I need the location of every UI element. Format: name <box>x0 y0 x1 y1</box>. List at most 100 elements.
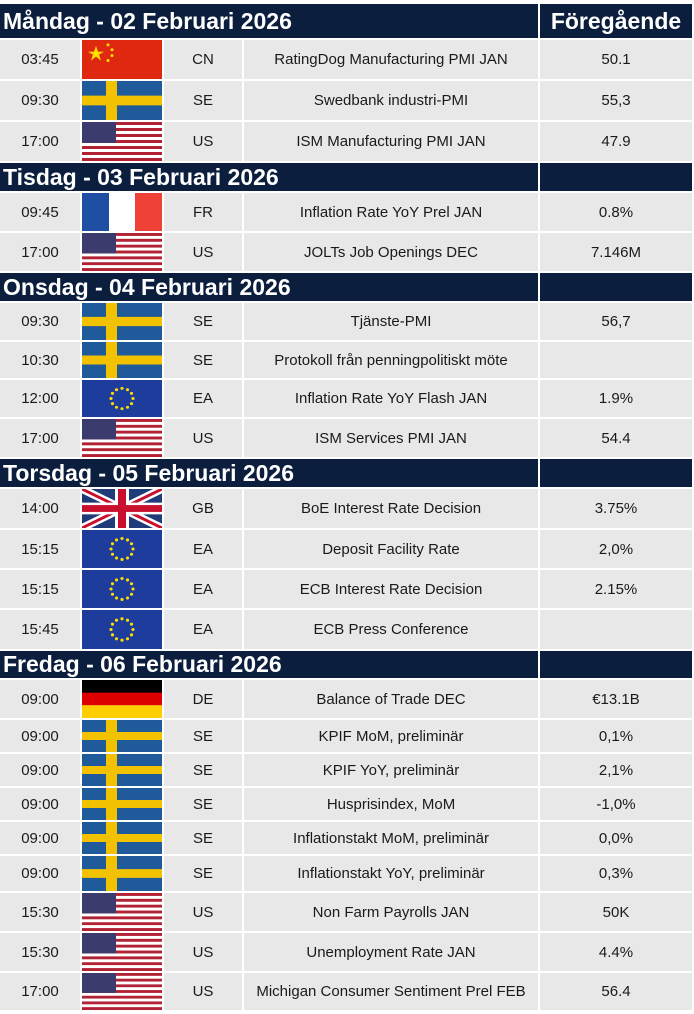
calendar: Måndag - 02 Februari 2026 Föregående 03:45… <box>0 4 694 1012</box>
time: 17:00 <box>0 122 80 161</box>
previous: 47.9 <box>540 122 692 161</box>
event-name: Non Farm Payrolls JAN <box>244 893 538 931</box>
previous: 56,7 <box>540 303 692 340</box>
flag <box>82 81 162 120</box>
time: 10:30 <box>0 342 80 378</box>
event-name: Michigan Consumer Sentiment Prel FEB <box>244 973 538 1010</box>
event-name: Deposit Facility Rate <box>244 530 538 568</box>
previous: 0,0% <box>540 822 692 854</box>
time: 15:45 <box>0 610 80 649</box>
event-name: Inflation Rate YoY Flash JAN <box>244 380 538 417</box>
time: 09:00 <box>0 720 80 752</box>
event-name: ECB Interest Rate Decision <box>244 570 538 608</box>
event-row: 09:00 SE Husprisindex, MoM -1,0% <box>0 788 694 822</box>
event-name: Inflationstakt YoY, preliminär <box>244 856 538 891</box>
event-row: 17:00 US JOLTs Job Openings DEC 7.146M <box>0 233 694 273</box>
flag-icon <box>82 754 162 786</box>
time: 17:00 <box>0 233 80 271</box>
previous: 3.75% <box>540 489 692 528</box>
flag-icon <box>82 233 162 271</box>
flag <box>82 380 162 417</box>
previous: 0,3% <box>540 856 692 891</box>
flag-icon <box>82 933 162 971</box>
flag <box>82 40 162 79</box>
country: US <box>164 933 242 971</box>
flag <box>82 610 162 649</box>
flag <box>82 822 162 854</box>
event-row: 17:00 US Michigan Consumer Sentiment Prel … <box>0 973 694 1012</box>
previous: 2.15% <box>540 570 692 608</box>
header-blank <box>540 651 692 678</box>
flag <box>82 122 162 161</box>
time: 09:00 <box>0 680 80 718</box>
country: SE <box>164 788 242 820</box>
event-name: JOLTs Job Openings DEC <box>244 233 538 271</box>
header-blank <box>540 273 692 301</box>
previous: 56.4 <box>540 973 692 1010</box>
day-title: Torsdag - 05 Februari 2026 <box>0 459 538 487</box>
time: 09:00 <box>0 856 80 891</box>
country: CN <box>164 40 242 79</box>
flag-icon <box>82 122 162 161</box>
country: SE <box>164 856 242 891</box>
event-row: 15:30 US Unemployment Rate JAN 4.4% <box>0 933 694 973</box>
event-row: 17:00 US ISM Manufacturing PMI JAN 47.9 <box>0 122 694 163</box>
event-row: 09:00 SE KPIF MoM, preliminär 0,1% <box>0 720 694 754</box>
country: EA <box>164 530 242 568</box>
flag <box>82 489 162 528</box>
flag-icon <box>82 856 162 891</box>
time: 15:30 <box>0 933 80 971</box>
country: US <box>164 122 242 161</box>
event-row: 15:45 EA ECB Press Conference <box>0 610 694 651</box>
time: 09:00 <box>0 754 80 786</box>
day-header: Fredag - 06 Februari 2026 <box>0 651 694 680</box>
day-title: Tisdag - 03 Februari 2026 <box>0 163 538 191</box>
event-row: 03:45 CN RatingDog Manufacturing PMI JAN 50… <box>0 40 694 81</box>
country: EA <box>164 570 242 608</box>
header-blank <box>540 459 692 487</box>
flag-icon <box>82 788 162 820</box>
flag-icon <box>82 489 162 528</box>
country: US <box>164 233 242 271</box>
flag-icon <box>82 570 162 608</box>
event-row: 09:00 DE Balance of Trade DEC €13.1B <box>0 680 694 720</box>
event-row: 15:30 US Non Farm Payrolls JAN 50K <box>0 893 694 933</box>
country: GB <box>164 489 242 528</box>
time: 17:00 <box>0 419 80 457</box>
flag-icon <box>82 822 162 854</box>
country: SE <box>164 303 242 340</box>
event-row: 17:00 US ISM Services PMI JAN 54.4 <box>0 419 694 459</box>
event-row: 15:15 EA ECB Interest Rate Decision 2.15% <box>0 570 694 610</box>
event-name: Tjänste-PMI <box>244 303 538 340</box>
country: FR <box>164 193 242 231</box>
flag <box>82 856 162 891</box>
flag <box>82 233 162 271</box>
country: US <box>164 419 242 457</box>
country: SE <box>164 822 242 854</box>
event-row: 10:30 SE Protokoll från penningpolitiskt m… <box>0 342 694 380</box>
flag <box>82 303 162 340</box>
event-name: KPIF MoM, preliminär <box>244 720 538 752</box>
previous: 4.4% <box>540 933 692 971</box>
flag-icon <box>82 40 162 79</box>
day-header: Tisdag - 03 Februari 2026 <box>0 163 694 193</box>
previous <box>540 610 692 649</box>
country: EA <box>164 610 242 649</box>
day-title: Fredag - 06 Februari 2026 <box>0 651 538 678</box>
time: 15:30 <box>0 893 80 931</box>
flag <box>82 933 162 971</box>
time: 09:00 <box>0 822 80 854</box>
event-row: 09:30 SE Tjänste-PMI 56,7 <box>0 303 694 342</box>
event-name: ISM Services PMI JAN <box>244 419 538 457</box>
flag-icon <box>82 193 162 231</box>
previous: 0,1% <box>540 720 692 752</box>
country: SE <box>164 754 242 786</box>
time: 09:45 <box>0 193 80 231</box>
flag <box>82 754 162 786</box>
time: 09:30 <box>0 303 80 340</box>
flag-icon <box>82 419 162 457</box>
country: US <box>164 893 242 931</box>
event-name: KPIF YoY, preliminär <box>244 754 538 786</box>
previous <box>540 342 692 378</box>
event-name: Husprisindex, MoM <box>244 788 538 820</box>
